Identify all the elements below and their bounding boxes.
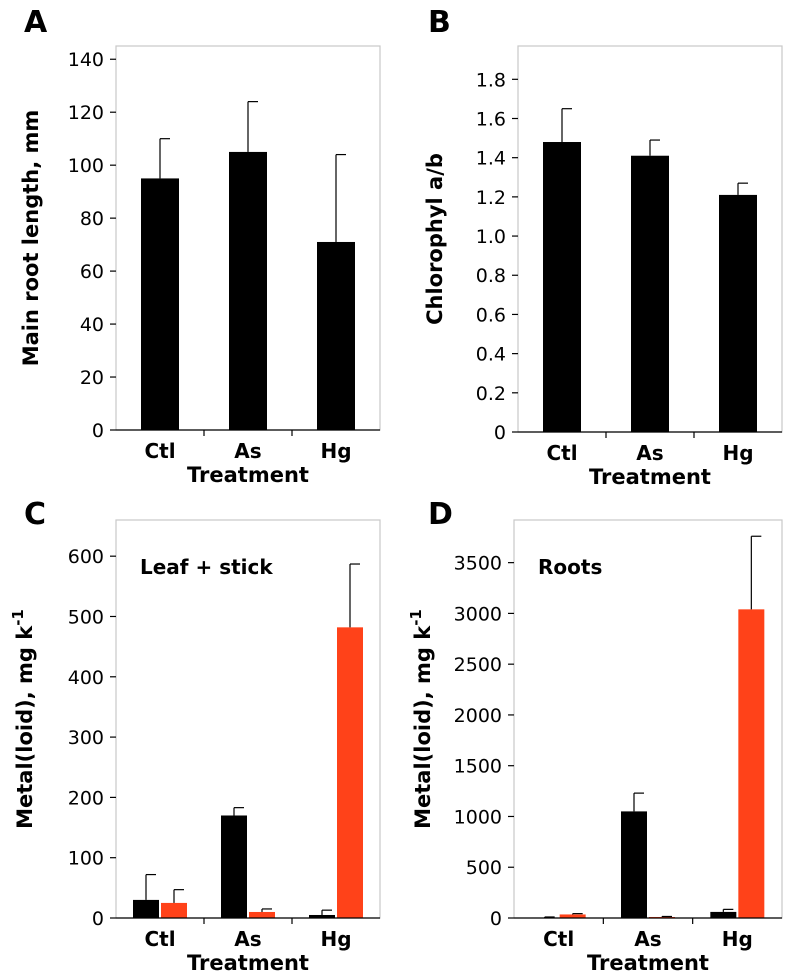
panel-letter: C [24, 497, 46, 532]
panel-letter: D [428, 497, 453, 532]
bar-as-s1 [229, 151, 267, 430]
panel-annotation: Roots [538, 555, 602, 579]
y-axis-label-superscript: -1 [407, 609, 425, 626]
y-tick-label: 60 [80, 261, 104, 283]
y-tick-label: 0.6 [476, 304, 506, 326]
bar-as-s2 [249, 911, 275, 918]
bar-hg-s1 [309, 914, 335, 918]
y-tick-label: 1.2 [476, 187, 506, 209]
y-tick-label: 140 [68, 49, 104, 71]
y-tick-label: 400 [68, 667, 104, 689]
bar-as-s1 [221, 815, 247, 918]
bar-hg-s2 [337, 627, 363, 918]
y-axis-label-superscript: -1 [9, 609, 27, 626]
bar-as-s1 [631, 155, 669, 432]
x-axis-label: Treatment [587, 951, 709, 975]
x-tick-label: Hg [722, 927, 753, 951]
y-tick-label: 0 [490, 908, 502, 930]
y-tick-label: 1.4 [476, 148, 506, 170]
panel-b: B 0 0.2 0.4 0.6 0.8 1.0 1.2 1.4 1.6 1.8 Chlorophyl … [423, 5, 783, 489]
bar-ctl-s2 [161, 902, 187, 918]
x-tick-label: Hg [722, 441, 753, 465]
panel-letter: B [428, 5, 451, 40]
y-tick-label: 2500 [454, 654, 502, 676]
y-tick-label: 3000 [454, 603, 502, 625]
y-tick-label: 1.8 [476, 69, 506, 91]
y-tick-label: 1.0 [476, 226, 506, 248]
bar-hg-s2 [738, 609, 765, 918]
x-axis-label: Treatment [187, 463, 309, 487]
x-tick-label: As [634, 927, 661, 951]
x-axis-label: Treatment [187, 951, 309, 975]
bar-ctl-s1 [133, 899, 159, 918]
y-tick-label: 100 [68, 155, 104, 177]
bar-hg-s1 [710, 911, 737, 918]
y-tick-label: 0 [494, 422, 506, 444]
y-tick-label: 80 [80, 208, 104, 230]
y-tick-label: 0.2 [476, 383, 506, 405]
y-tick-label: 200 [68, 787, 104, 809]
y-axis-label: Metal(loid), mg k-1 [9, 609, 37, 829]
y-tick-label: 1.6 [476, 108, 506, 130]
y-tick-label: 0.4 [476, 344, 506, 366]
panel-c: C 0 100 200 300 400 500 600 Metal(loid), mg k-1 C… [9, 497, 381, 975]
y-axis-label: Main root length, mm [19, 110, 43, 367]
y-tick-label: 0.8 [476, 265, 506, 287]
x-tick-label: Hg [320, 439, 351, 463]
panel-letter: A [24, 5, 48, 40]
y-tick-label: 20 [80, 367, 104, 389]
y-tick-label: 0 [92, 908, 104, 930]
y-tick-label: 40 [80, 314, 104, 336]
y-tick-label: 1500 [454, 756, 502, 778]
bar-hg-s1 [719, 194, 757, 432]
bar-ctl-s1 [543, 142, 581, 433]
y-tick-label: 300 [68, 727, 104, 749]
bar-ctl-s1 [141, 178, 179, 430]
bar-ctl-s2 [559, 914, 586, 918]
bar-as-s1 [621, 811, 647, 918]
x-tick-label: Ctl [546, 441, 577, 465]
panel-a: A 0 20 40 60 80 100 120 140 Main root length, mm C… [19, 5, 381, 487]
y-axis-label: Metal(loid), mg k-1 [407, 609, 435, 829]
x-tick-label: As [234, 439, 261, 463]
y-tick-label: 600 [68, 546, 104, 568]
x-tick-label: As [234, 927, 261, 951]
panel-d: D 0 500 1000 1500 2000 2500 3000 3500 Metal(loid)… [407, 497, 783, 975]
panel-annotation: Leaf + stick [140, 555, 273, 579]
y-tick-label: 3500 [454, 553, 502, 575]
x-tick-label: Ctl [144, 439, 175, 463]
y-axis-label: Chlorophyl a/b [423, 153, 447, 325]
y-tick-label: 120 [68, 102, 104, 124]
y-tick-label: 100 [68, 848, 104, 870]
x-tick-label: Ctl [543, 927, 574, 951]
x-tick-label: As [636, 441, 663, 465]
x-tick-label: Ctl [144, 927, 175, 951]
y-tick-label: 500 [466, 857, 502, 879]
x-axis-label: Treatment [589, 465, 711, 489]
bar-hg-s1 [317, 241, 355, 430]
y-tick-label: 0 [92, 420, 104, 442]
y-tick-label: 1000 [454, 806, 502, 828]
y-tick-label: 2000 [454, 705, 502, 727]
y-tick-label: 500 [68, 606, 104, 628]
x-tick-label: Hg [320, 927, 351, 951]
